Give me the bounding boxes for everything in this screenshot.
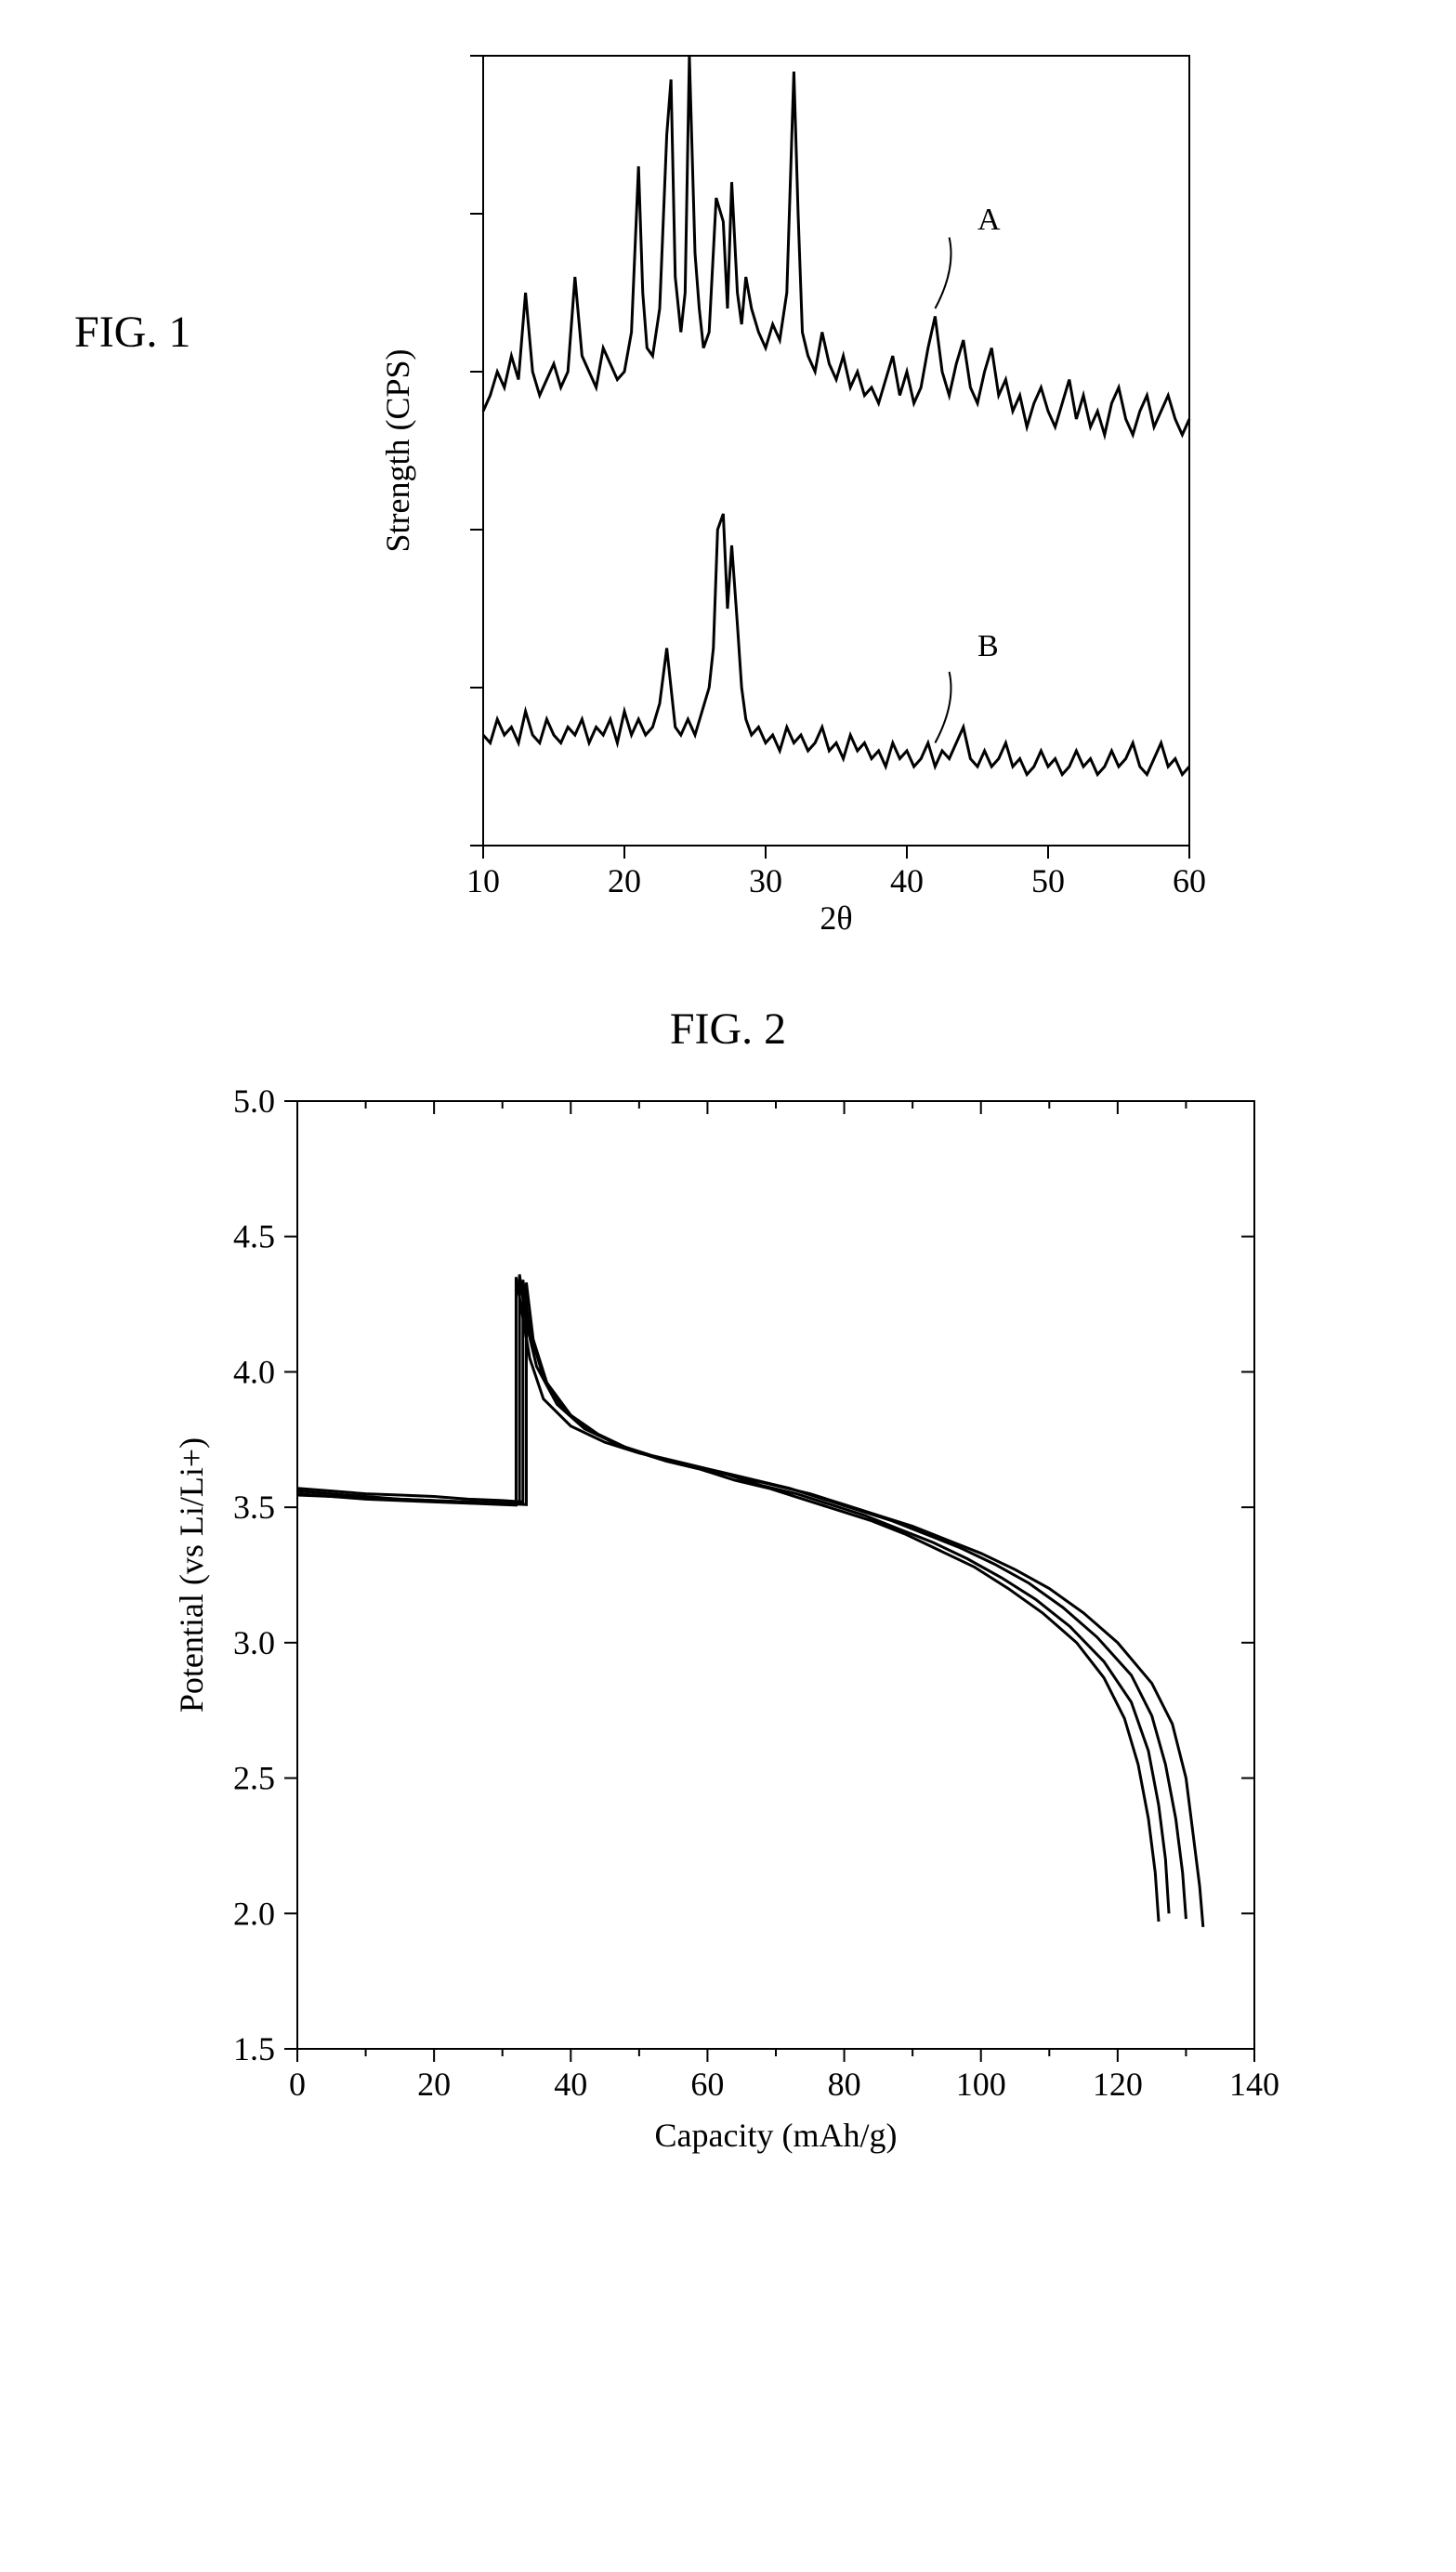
- svg-text:30: 30: [749, 862, 782, 899]
- svg-text:140: 140: [1229, 2066, 1279, 2103]
- svg-text:100: 100: [956, 2066, 1006, 2103]
- svg-text:5.0: 5.0: [233, 1083, 275, 1120]
- svg-text:2θ: 2θ: [820, 899, 852, 937]
- svg-text:60: 60: [1173, 862, 1206, 899]
- svg-text:3.5: 3.5: [233, 1489, 275, 1526]
- svg-text:2.0: 2.0: [233, 1895, 275, 1932]
- figure-2: FIG. 2 0 20 40 60 80 100 120 140 1.5 2.0 2.5 3.0 3.5…: [37, 1004, 1419, 2170]
- svg-text:40: 40: [554, 2066, 587, 2103]
- chart-fig2: 0 20 40 60 80 100 120 140 1.5 2.0 2.5 3.0 3.5 4.0 4.5 5…: [167, 1073, 1282, 2170]
- svg-text:4.5: 4.5: [233, 1218, 275, 1255]
- svg-text:20: 20: [608, 862, 641, 899]
- svg-text:10: 10: [466, 862, 500, 899]
- svg-text:Potential (vs Li/Li+): Potential (vs Li/Li+): [173, 1437, 210, 1712]
- svg-text:Capacity (mAh/g): Capacity (mAh/g): [655, 2117, 898, 2154]
- figure-1: FIG. 1 10 20 30 40 50 60 2θ Strength (CPS) A B: [37, 37, 1419, 948]
- figure-2-label: FIG. 2: [37, 1004, 1419, 1055]
- chart-fig1: 10 20 30 40 50 60 2θ Strength (CPS) A B: [372, 37, 1208, 948]
- svg-text:20: 20: [417, 2066, 451, 2103]
- svg-text:80: 80: [828, 2066, 861, 2103]
- svg-text:4.0: 4.0: [233, 1353, 275, 1390]
- svg-text:B: B: [977, 629, 999, 663]
- figure-1-label: FIG. 1: [74, 307, 190, 358]
- svg-text:Strength (CPS): Strength (CPS): [379, 348, 416, 552]
- svg-text:1.5: 1.5: [233, 2030, 275, 2067]
- svg-text:50: 50: [1031, 862, 1065, 899]
- svg-text:0: 0: [289, 2066, 306, 2103]
- svg-text:120: 120: [1093, 2066, 1143, 2103]
- svg-text:2.5: 2.5: [233, 1760, 275, 1797]
- svg-text:60: 60: [690, 2066, 724, 2103]
- svg-text:A: A: [977, 203, 1001, 237]
- svg-text:40: 40: [890, 862, 924, 899]
- svg-text:3.0: 3.0: [233, 1624, 275, 1661]
